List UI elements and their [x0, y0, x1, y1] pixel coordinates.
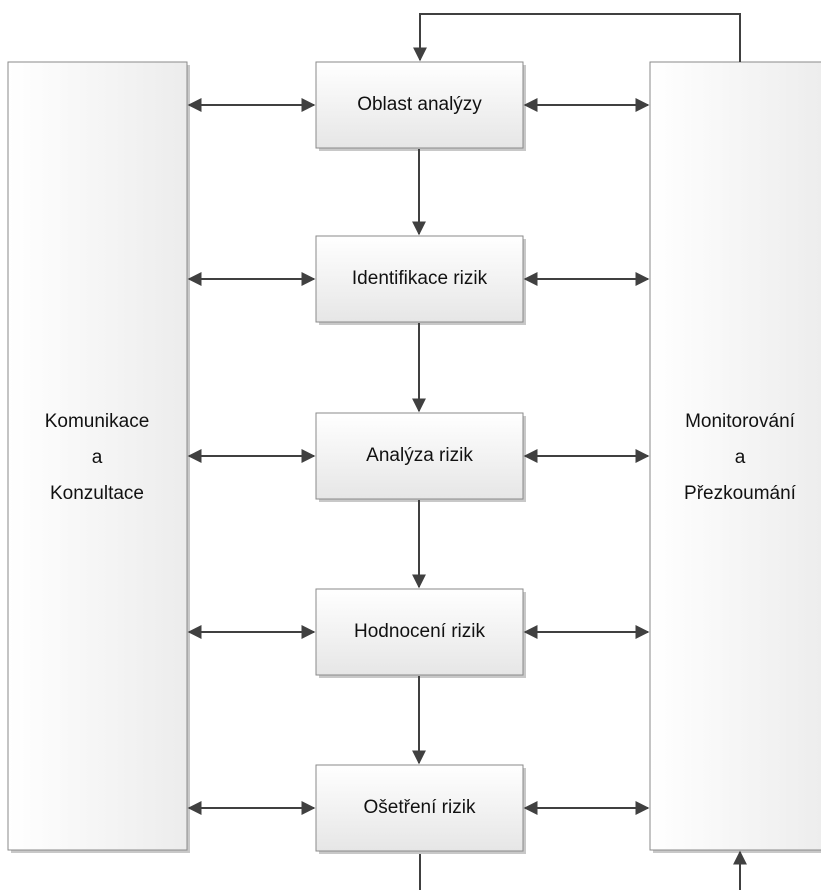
step-box [315, 61, 524, 149]
step-box [315, 764, 524, 852]
feedback-arrow [413, 13, 741, 62]
panel-text: a [735, 447, 746, 468]
panel-text: a [92, 447, 103, 468]
panel-text: Konzultace [50, 483, 144, 504]
step-box [315, 235, 524, 323]
panel-text: Přezkoumání [684, 483, 797, 504]
step-box [315, 588, 524, 676]
left-panel [7, 61, 188, 851]
step-label: Analýza rizik [366, 445, 473, 466]
step-label: Hodnocení rizik [354, 621, 485, 642]
panel-text: Komunikace [45, 411, 150, 432]
step-label: Ošetření rizik [364, 797, 476, 818]
panel-text: Monitorování [685, 411, 796, 432]
step-label: Oblast analýzy [357, 94, 482, 115]
step-label: Identifikace rizik [352, 268, 488, 289]
steps: Oblast analýzy Identifikace rizik Analýza … [187, 61, 650, 854]
step-box [315, 412, 524, 500]
